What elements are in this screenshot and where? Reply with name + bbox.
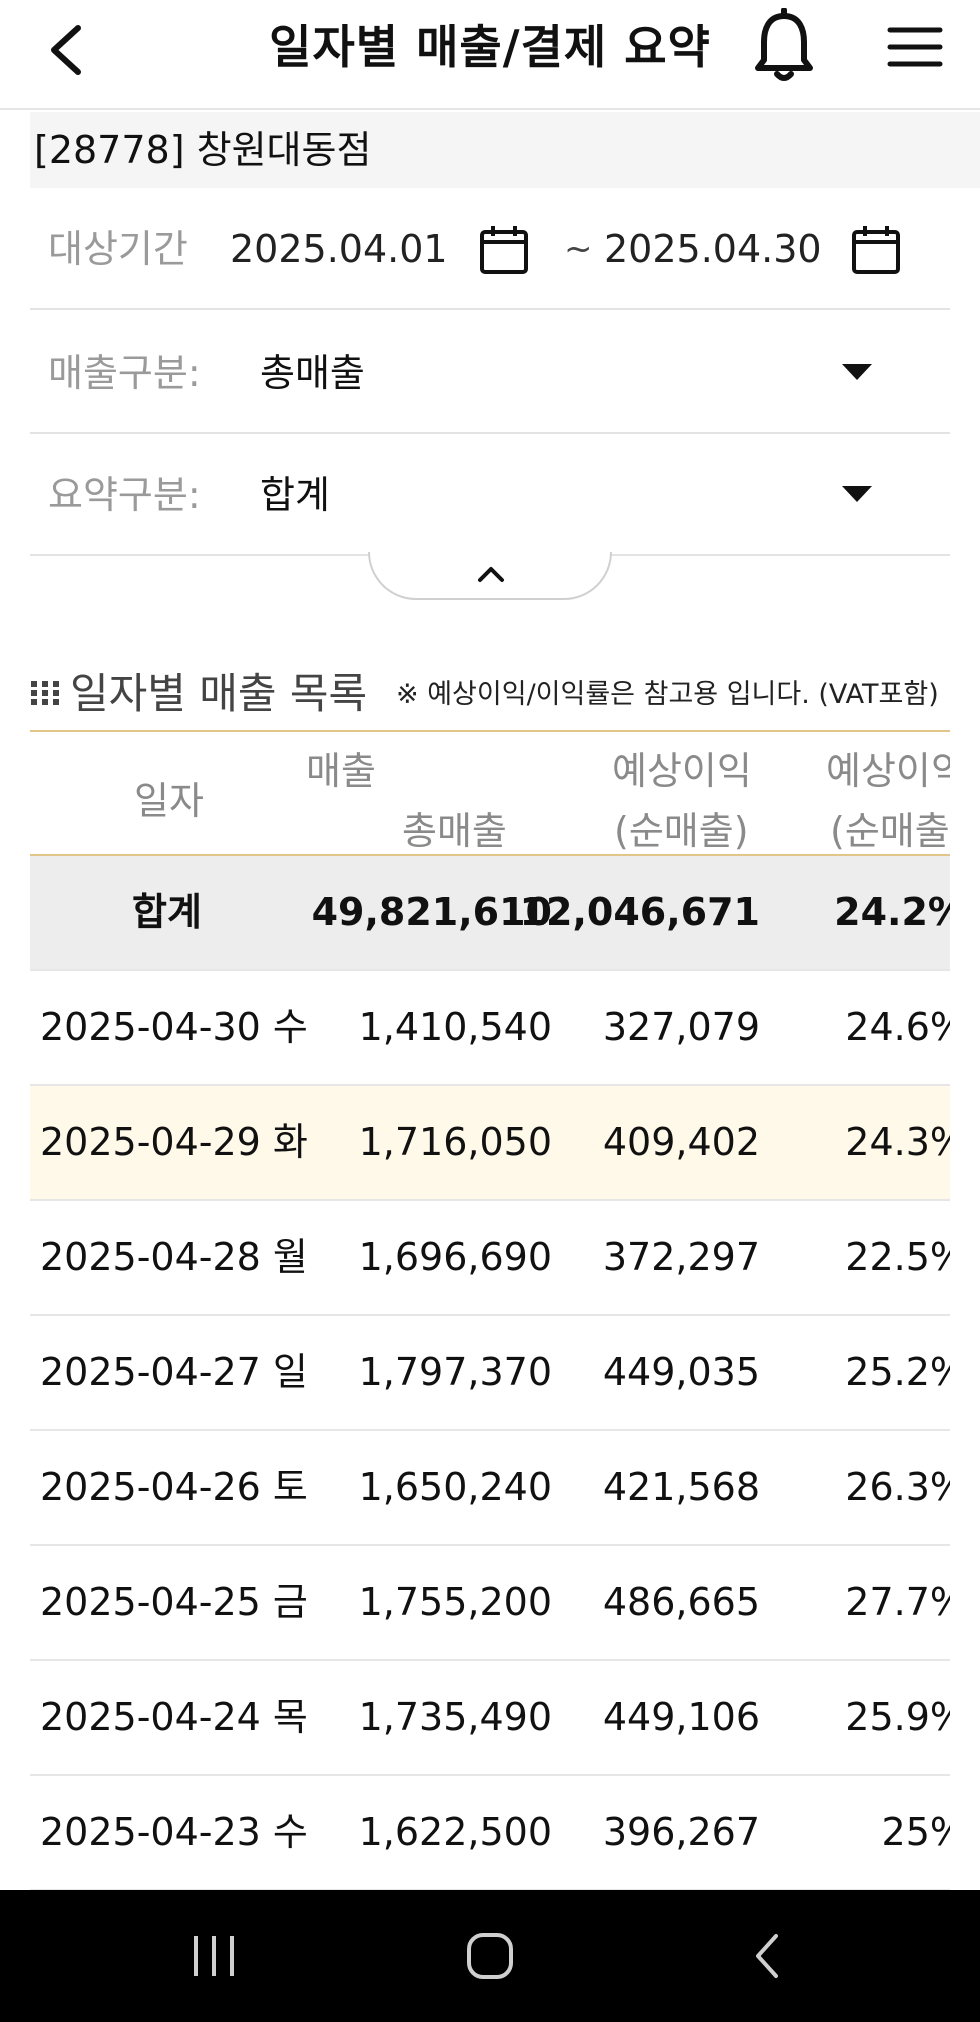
row-date: 2025-04-27 일 — [40, 1350, 308, 1394]
back-chevron-icon[interactable] — [40, 14, 100, 86]
period-filter: 대상기간 2025.04.01 ~ 2025.04.30 — [30, 188, 950, 310]
col-sales-header: 총매출 — [402, 809, 507, 853]
row-sales: 1,755,200 — [358, 1580, 552, 1624]
row-profit: 421,568 — [602, 1465, 760, 1509]
page-title: 일자별 매출/결제 요약 — [269, 20, 711, 74]
row-profit: 449,106 — [602, 1695, 760, 1739]
col-sales-group-header: 매출 — [306, 749, 376, 793]
row-profit: 327,079 — [602, 1005, 760, 1049]
table-total-row: 합계 49,821,610 12,046,671 24.2% — [30, 856, 950, 971]
row-rate: 24.6% — [845, 1005, 950, 1049]
row-date: 2025-04-30 수 — [40, 1005, 308, 1049]
row-date: 2025-04-28 월 — [40, 1235, 308, 1279]
system-back-icon[interactable] — [748, 1930, 788, 1982]
store-label: [28778] 창원대동점 — [30, 112, 980, 188]
caret-down-icon[interactable] — [842, 486, 872, 502]
row-rate: 25.9% — [845, 1695, 950, 1739]
summary-type-value[interactable]: 합계 — [260, 473, 330, 517]
row-sales: 1,622,500 — [358, 1810, 552, 1854]
col-rate-header-line2: (순매출) — [830, 809, 950, 853]
row-date: 2025-04-23 수 — [40, 1810, 308, 1854]
start-date-field[interactable]: 2025.04.01 — [230, 227, 448, 271]
row-date: 2025-04-24 목 — [40, 1695, 308, 1739]
row-sales: 1,735,490 — [358, 1695, 552, 1739]
table-row[interactable]: 2025-04-24 목 1,735,490 449,106 25.9% — [30, 1661, 950, 1776]
row-rate: 24.3% — [845, 1120, 950, 1164]
end-calendar-icon[interactable] — [850, 224, 902, 276]
section-note: ※ 예상이익/이익률은 참고용 입니다. (VAT포함) — [396, 679, 939, 710]
end-date-field[interactable]: 2025.04.30 — [604, 227, 822, 271]
section-header: 일자별 매출 목록 ※ 예상이익/이익률은 참고용 입니다. (VAT포함) — [30, 664, 970, 724]
summary-type-select[interactable]: 요약구분: 합계 — [30, 434, 950, 556]
app-header: 일자별 매출/결제 요약 — [0, 0, 980, 110]
row-profit: 372,297 — [602, 1235, 760, 1279]
system-nav-bar — [0, 1890, 980, 2022]
row-profit: 449,035 — [602, 1350, 760, 1394]
date-range-separator: ~ — [564, 229, 593, 269]
total-label: 합계 — [132, 890, 202, 934]
row-profit: 486,665 — [602, 1580, 760, 1624]
table-row[interactable]: 2025-04-23 수 1,622,500 396,267 25% — [30, 1776, 950, 1890]
total-rate: 24.2% — [834, 890, 950, 934]
row-profit: 409,402 — [602, 1120, 760, 1164]
grid-dots-icon — [31, 681, 59, 705]
bell-icon[interactable] — [750, 8, 818, 84]
row-sales: 1,650,240 — [358, 1465, 552, 1509]
home-icon[interactable] — [464, 1930, 516, 1982]
row-rate: 25% — [881, 1810, 950, 1854]
table-row[interactable]: 2025-04-28 월 1,696,690 372,297 22.5% — [30, 1201, 950, 1316]
table-row[interactable]: 2025-04-25 금 1,755,200 486,665 27.7% — [30, 1546, 950, 1661]
row-date: 2025-04-26 토 — [40, 1465, 308, 1509]
col-profit-header-line2: (순매출) — [614, 809, 749, 853]
daily-sales-table[interactable]: 일자 매출 총매출 예상이익 (순매출) 예상이익 (순매출) 합계 49,82… — [30, 730, 950, 1890]
chevron-up-icon — [478, 567, 504, 582]
row-sales: 1,696,690 — [358, 1235, 552, 1279]
collapse-filters-button[interactable] — [368, 552, 612, 600]
total-profit: 12,046,671 — [519, 890, 760, 934]
recent-apps-icon[interactable] — [190, 1930, 238, 1982]
row-date: 2025-04-25 금 — [40, 1580, 308, 1624]
table-row[interactable]: 2025-04-30 수 1,410,540 327,079 24.6% — [30, 971, 950, 1086]
total-sales: 49,821,610 — [311, 890, 552, 934]
row-date: 2025-04-29 화 — [40, 1120, 308, 1164]
table-row[interactable]: 2025-04-29 화 1,716,050 409,402 24.3% — [30, 1086, 950, 1201]
sales-type-select[interactable]: 매출구분: 총매출 — [30, 312, 950, 434]
row-rate: 22.5% — [845, 1235, 950, 1279]
row-rate: 25.2% — [845, 1350, 950, 1394]
row-sales: 1,797,370 — [358, 1350, 552, 1394]
row-rate: 26.3% — [845, 1465, 950, 1509]
summary-type-label: 요약구분: — [48, 473, 201, 517]
start-calendar-icon[interactable] — [478, 224, 530, 276]
hamburger-menu-icon[interactable] — [884, 16, 946, 78]
col-profit-header-line1: 예상이익 — [612, 749, 752, 793]
table-header: 일자 매출 총매출 예상이익 (순매출) 예상이익 (순매출) — [30, 730, 950, 856]
caret-down-icon[interactable] — [842, 364, 872, 380]
sales-type-label: 매출구분: — [48, 351, 201, 395]
table-row[interactable]: 2025-04-26 토 1,650,240 421,568 26.3% — [30, 1431, 950, 1546]
sales-type-value[interactable]: 총매출 — [260, 351, 365, 395]
row-sales: 1,716,050 — [358, 1120, 552, 1164]
col-rate-header-line1: 예상이익 — [826, 749, 950, 793]
section-title: 일자별 매출 목록 — [70, 669, 368, 718]
row-profit: 396,267 — [602, 1810, 760, 1854]
table-row[interactable]: 2025-04-27 일 1,797,370 449,035 25.2% — [30, 1316, 950, 1431]
period-label: 대상기간 — [48, 227, 188, 271]
row-rate: 27.7% — [845, 1580, 950, 1624]
row-sales: 1,410,540 — [358, 1005, 552, 1049]
col-date-header: 일자 — [134, 779, 204, 823]
